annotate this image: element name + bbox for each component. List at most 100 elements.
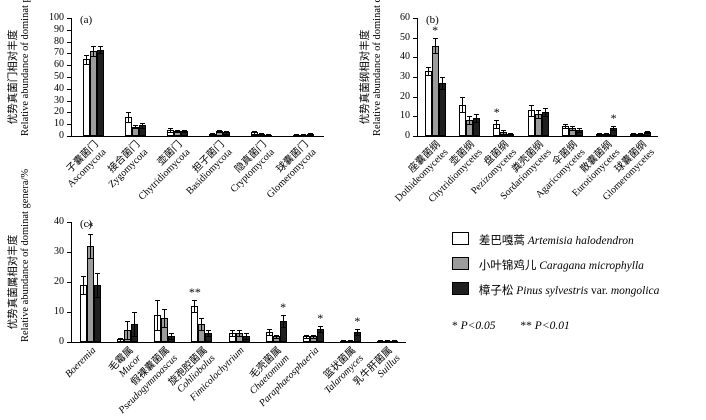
chart-panel-b: (b) 0 10 20 30 40 50 60 优势真菌纲相对丰度 Relative abunda… (360, 0, 658, 205)
error-bar-line (468, 116, 470, 125)
legend: 差巴嘎蒿 Artemisia halodendron 小叶锦鸡儿 Caragan… (452, 232, 706, 332)
error-bar-cap (535, 118, 541, 120)
error-bar-cap (118, 337, 124, 339)
significance-star: * (354, 313, 361, 328)
x-axis (71, 136, 324, 137)
error-bar-cap (354, 328, 360, 330)
y-tick (67, 77, 71, 78)
error-bar-cap (303, 334, 309, 336)
error-bar-cap (645, 133, 651, 135)
error-bar-line (127, 321, 129, 339)
bar (87, 246, 95, 342)
panel-label: (b) (426, 14, 439, 26)
error-bar-cap (528, 104, 534, 106)
legend-item-pinus: 樟子松 Pinus sylvestris var. mongolica (452, 282, 706, 298)
significance-star: * (610, 111, 617, 126)
error-bar-cap (162, 327, 168, 328)
error-bar-cap (155, 300, 161, 301)
error-bar-line (434, 37, 436, 54)
error-bar-cap (251, 133, 257, 135)
legend-swatch-gray (452, 257, 469, 270)
error-bar-cap (174, 130, 180, 132)
error-bar-line (90, 234, 92, 258)
error-bar-cap (377, 341, 383, 343)
y-tick (67, 112, 71, 114)
error-bar-line (218, 130, 220, 133)
error-bar-cap (347, 341, 353, 343)
error-bar-line (356, 328, 358, 335)
error-bar-cap (216, 132, 222, 134)
y-tick (413, 57, 417, 59)
error-bar-cap (216, 130, 222, 132)
error-bar-cap (425, 75, 431, 77)
error-bar-cap (251, 131, 257, 133)
error-bar-cap (90, 46, 96, 48)
error-bar-cap (310, 337, 316, 339)
error-bar-cap (236, 336, 242, 337)
y-axis-title: 优势真菌纲相对丰度 Relative abundance of dominat c… (360, 0, 383, 136)
error-bar-cap (317, 325, 323, 327)
error-bar-cap (206, 336, 212, 337)
error-bar-line (183, 130, 185, 133)
y-tick-label: 80 (54, 35, 64, 47)
error-bar-cap (631, 134, 637, 136)
error-bar-line (319, 325, 321, 332)
bar (431, 45, 439, 136)
chart-panel-a: (a) 0 10 20 30 40 50 60 70 80 90 100 优势真菌门相对丰度 Relati… (6, 0, 356, 204)
error-bar-cap (97, 53, 103, 55)
error-bar-cap (459, 96, 465, 98)
x-axis (71, 342, 406, 343)
error-bar-line (171, 333, 173, 339)
error-bar-cap (223, 131, 229, 133)
error-bar-line (571, 126, 573, 131)
error-bar-cap (192, 312, 198, 313)
y-tick (67, 252, 71, 253)
y-tick (413, 77, 417, 78)
error-bar-cap (576, 128, 582, 130)
y-tick-label: 50 (54, 71, 64, 82)
error-bar-cap (199, 318, 205, 319)
error-bar-cap (466, 124, 472, 126)
error-bar-line (127, 112, 129, 122)
error-bar-cap (125, 321, 131, 322)
error-bar-cap (118, 340, 124, 342)
bar (424, 71, 432, 136)
error-bar-cap (243, 333, 249, 334)
error-bar-cap (340, 341, 346, 343)
error-bar-line (537, 110, 539, 119)
error-bar-cap (631, 133, 637, 135)
y-tick (413, 96, 417, 98)
error-bar-cap (199, 330, 205, 331)
error-bar-line (85, 54, 87, 65)
error-bar-line (305, 334, 307, 338)
error-bar-cap (384, 340, 390, 342)
error-bar-line (201, 318, 203, 330)
error-bar-cap (81, 294, 87, 295)
error-bar-cap (266, 328, 272, 330)
error-bar-line (275, 334, 277, 338)
y-tick-label: 30 (54, 246, 64, 257)
error-bar-cap (273, 334, 279, 336)
error-bar-cap (125, 112, 131, 114)
error-bar-cap (181, 132, 187, 134)
error-bar-cap (81, 276, 87, 277)
significance-star: * (432, 22, 439, 37)
significance-star: * (87, 219, 94, 233)
error-bar-cap (169, 339, 175, 340)
y-tick (67, 222, 71, 223)
y-tick (67, 53, 71, 55)
error-bar-cap (307, 134, 313, 136)
error-bar-line (97, 273, 99, 297)
error-bar-line (169, 128, 171, 132)
error-bar-cap (139, 127, 145, 129)
error-bar-cap (432, 53, 438, 55)
error-bar-cap (535, 110, 541, 112)
error-bar-cap (167, 128, 173, 130)
y-tick (67, 29, 71, 31)
error-bar-cap (95, 273, 101, 274)
error-bar-cap (125, 339, 131, 340)
error-bar-cap (340, 339, 346, 341)
significance-star: * (493, 105, 500, 120)
legend-label: 樟子松 Pinus sylvestris var. mongolica (478, 285, 660, 297)
error-bar-line (578, 128, 580, 133)
